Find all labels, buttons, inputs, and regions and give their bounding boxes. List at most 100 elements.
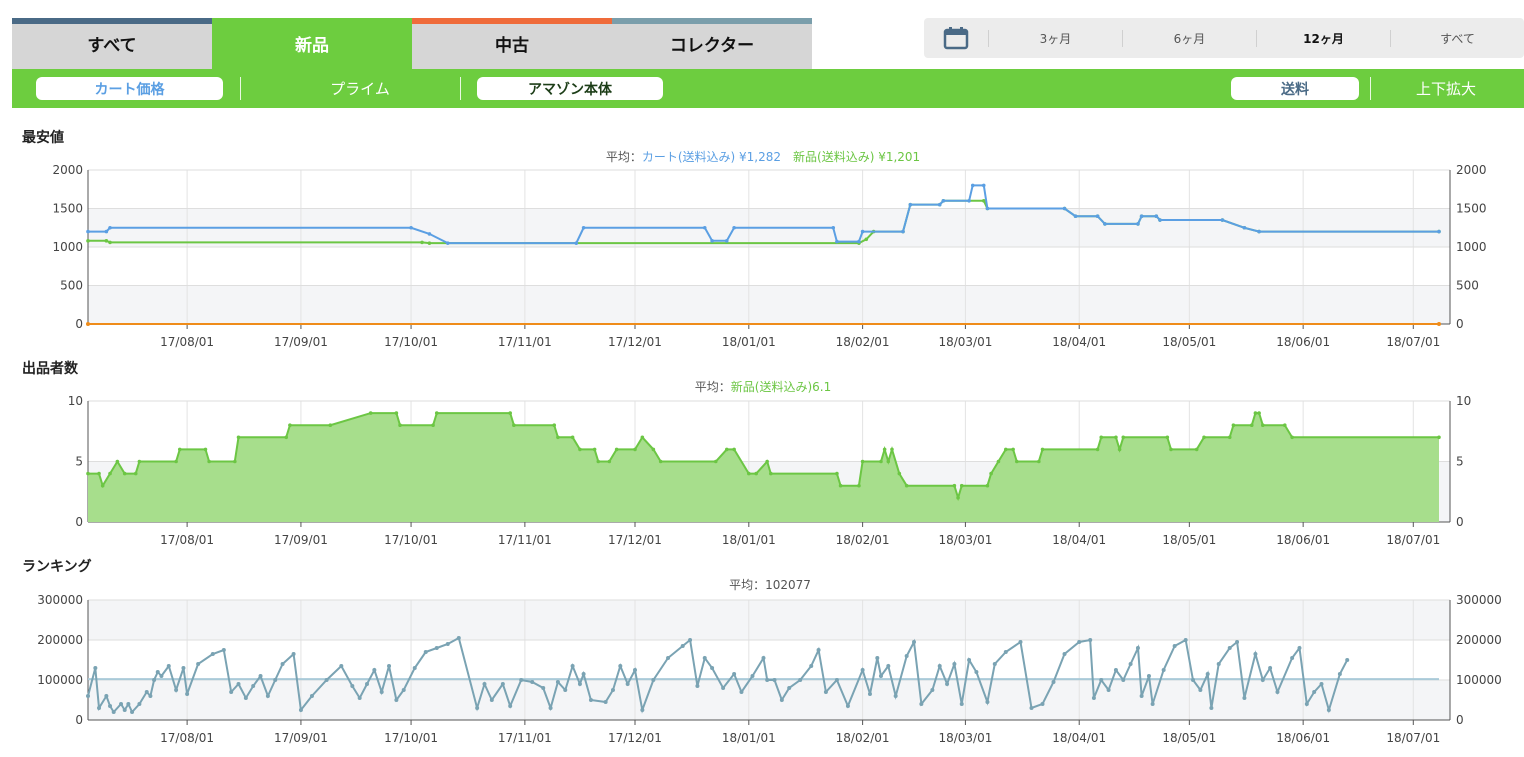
amazon-toggle[interactable]: アマゾン本体 [477,77,663,100]
sellers-chart-title: 出品者数 [22,361,78,377]
price-grid-band [88,285,1450,324]
tab-collector[interactable]: コレクター [612,18,812,69]
tab-all[interactable]: すべて [12,18,212,69]
sellers-point [658,459,663,464]
tab-used-label: 中古 [495,36,529,56]
sellers-point [570,435,575,440]
calendar-icon[interactable] [924,26,988,50]
sellers-point [203,447,208,452]
ranking-point [702,656,707,660]
toolbar-divider [1370,77,1371,100]
ranking-point [867,692,872,696]
sellers-xtick-label: 18/04/01 [1052,533,1106,547]
tab-used[interactable]: 中古 [412,18,612,69]
prime-toggle[interactable]: プライム [330,80,390,98]
ranking-point [761,656,766,660]
price-xtick-label: 18/04/01 [1052,335,1106,349]
ranking-point [185,692,190,696]
ranking-point [144,690,149,694]
ranking-point [945,682,950,686]
cart-price-point [1154,214,1159,218]
ranking-point [959,702,964,706]
ranking-point [1205,672,1210,676]
price-average-label: 平均： [606,150,642,164]
ranking-point [930,688,935,692]
range-12m[interactable]: 12ヶ月 [1256,29,1390,47]
price-xtick-label: 17/11/01 [498,335,552,349]
sellers-point [882,447,887,452]
sellers-xtick-label: 17/12/01 [608,533,662,547]
cart-price-point [857,239,861,244]
ranking-point [750,674,755,678]
vertical-zoom-toggle[interactable]: 上下拡大 [1415,80,1476,98]
cart-price-point [1103,222,1107,226]
sellers-point [838,483,843,488]
cart-price-point [1136,222,1140,226]
ranking-point [365,682,370,686]
price-ytick-left: 1000 [52,240,83,254]
range-selector: 3ヶ月 6ヶ月 12ヶ月 すべて [924,18,1524,58]
sellers-point [207,459,211,464]
ranking-point [1227,646,1232,650]
ranking-point [357,696,362,700]
ranking-point [159,674,164,678]
sellers-point [1040,447,1045,452]
ranking-point [181,666,186,670]
sellers-xtick-label: 18/01/01 [722,533,776,547]
ranking-point [845,704,850,708]
range-all[interactable]: すべて [1390,29,1524,47]
cart-price-point [967,199,971,203]
ranking-point [721,686,726,690]
ranking-point [243,696,248,700]
ranking-ytick-left: 100000 [37,673,83,687]
ranking-point [152,678,157,682]
tab-collector-label: コレクター [669,36,755,56]
ranking-xtick-label: 17/12/01 [608,731,662,745]
condition-tabs: すべて 新品 中古 コレクター [12,18,812,69]
ranking-xtick-label: 17/10/01 [384,731,438,745]
range-6m[interactable]: 6ヶ月 [1122,29,1256,47]
sellers-point [100,483,105,488]
sellers-point [886,459,891,464]
ranking-point [456,636,461,640]
sellers-xtick-label: 18/07/01 [1386,533,1440,547]
ranking-point [588,698,593,702]
ranking-point [166,664,171,668]
ranking-point [86,694,90,698]
new-price-point [864,237,869,242]
price-ytick-right: 1000 [1456,240,1487,254]
price-xtick-label: 18/06/01 [1276,335,1330,349]
sellers-line [88,412,1439,502]
cart-price-toggle[interactable]: カート価格 [36,77,223,100]
range-3m[interactable]: 3ヶ月 [988,29,1122,47]
ranking-point [1062,652,1067,656]
ranking-point [1297,646,1302,650]
ranking-point [1161,668,1166,672]
ranking-point [919,702,924,706]
sellers-point [592,447,597,452]
ranking-point [111,710,116,714]
tab-new[interactable]: 新品 [212,18,412,69]
sellers-point [952,483,957,488]
ranking-point [1242,696,1247,700]
tab-collector-bar [612,18,812,24]
sellers-point [97,471,101,476]
cart-price-point [937,202,942,207]
ranking-point [519,678,524,682]
sellers-point [904,483,909,488]
ranking-point [394,698,399,702]
ranking-point [130,710,135,714]
ranking-point [1091,696,1096,700]
sellers-point [1169,447,1173,452]
ranking-xtick-label: 18/01/01 [722,731,776,745]
sellers-point [133,471,138,476]
ranking-xtick-label: 17/11/01 [498,731,552,745]
sellers-point [754,471,758,476]
ranking-point [1191,678,1196,682]
ranking-point [1345,658,1350,662]
sellers-point [633,447,637,452]
ranking-point [618,664,623,668]
price-ytick-right: 2000 [1456,163,1487,177]
shipping-toggle[interactable]: 送料 [1231,77,1359,100]
sellers-point [985,483,990,488]
